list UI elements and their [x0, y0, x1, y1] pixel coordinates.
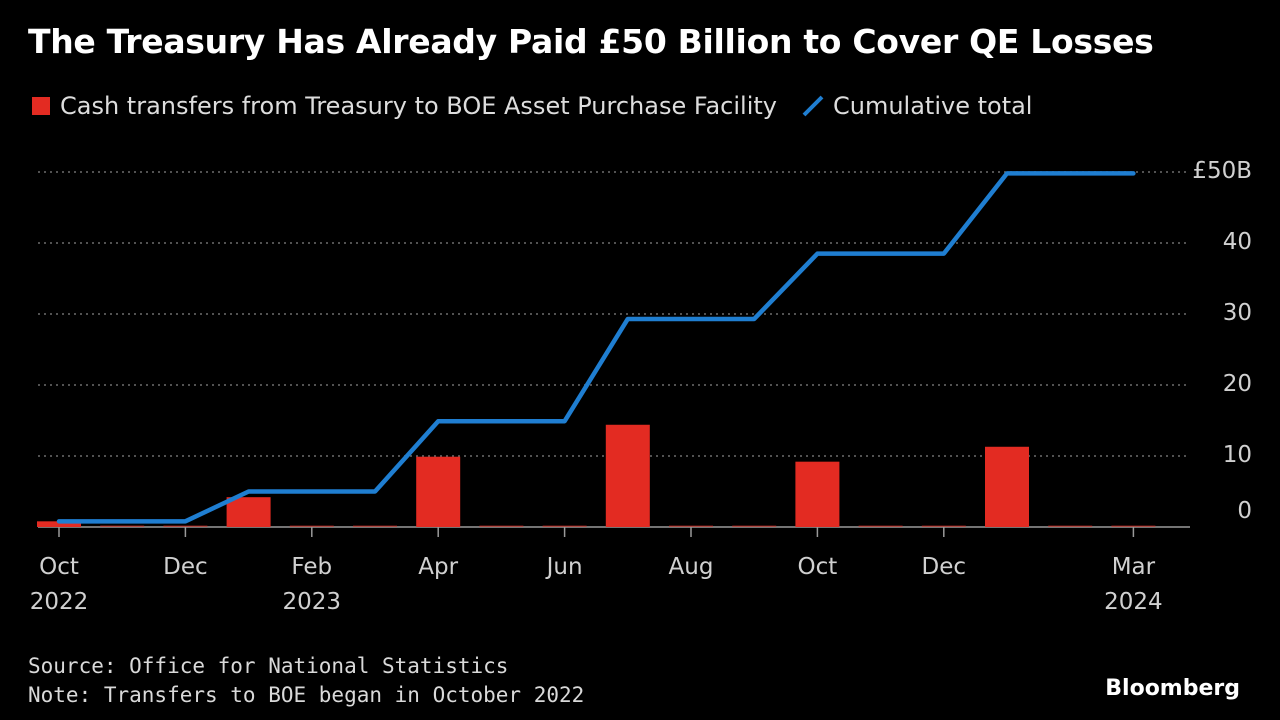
chart-title: The Treasury Has Already Paid £50 Billio…	[28, 22, 1154, 61]
bar	[669, 525, 713, 527]
x-tick-year-label: 2022	[30, 589, 89, 615]
bar	[416, 456, 461, 527]
legend-bar-swatch	[32, 97, 50, 115]
source-note: Source: Office for National Statistics	[28, 654, 509, 678]
bar	[732, 525, 777, 527]
x-tick-year-label: 2024	[1104, 589, 1163, 615]
bar	[795, 461, 840, 527]
bloomberg-logo: Bloomberg	[1105, 676, 1240, 701]
bar	[985, 446, 1029, 527]
x-tick-label: Aug	[669, 554, 714, 580]
x-tick-label: Feb	[291, 554, 332, 580]
x-tick-label: Apr	[418, 554, 458, 580]
bar	[1048, 525, 1093, 527]
footer: Source: Office for National Statistics N…	[28, 652, 584, 710]
bar	[1111, 525, 1156, 527]
cumulative-line	[56, 171, 1136, 524]
bar	[353, 525, 397, 527]
bar	[542, 525, 587, 527]
legend-item-transfers: Cash transfers from Treasury to BOE Asse…	[32, 92, 777, 120]
bar	[605, 424, 650, 527]
bar	[921, 525, 966, 527]
bar	[100, 525, 145, 527]
y-tick-label: 20	[1223, 371, 1252, 397]
bar	[37, 521, 81, 527]
legend-item-cumulative: Cumulative total	[777, 92, 1033, 120]
y-tick-label: 30	[1223, 300, 1252, 326]
legend-label-cumulative: Cumulative total	[832, 92, 1033, 120]
y-tick-label: 10	[1223, 442, 1252, 468]
legend-line-swatch	[802, 95, 824, 117]
bar	[226, 497, 271, 527]
y-tick-label: 0	[1237, 498, 1252, 524]
bar	[289, 525, 334, 527]
legend: Cash transfers from Treasury to BOE Asse…	[32, 88, 1032, 124]
bar	[858, 525, 903, 527]
y-tick-label: 40	[1223, 229, 1252, 255]
bar	[479, 525, 524, 527]
legend-label-transfers: Cash transfers from Treasury to BOE Asse…	[60, 92, 777, 120]
x-tick-label: Mar	[1112, 554, 1156, 580]
bar	[163, 525, 208, 527]
x-tick-label: Dec	[922, 554, 967, 580]
x-tick-label: Oct	[39, 554, 79, 580]
y-tick-label: £50B	[1192, 158, 1252, 184]
x-tick-year-label: 2023	[283, 589, 342, 615]
x-tick-label: Oct	[798, 554, 838, 580]
footnote: Note: Transfers to BOE began in October …	[28, 683, 585, 707]
x-tick-label: Dec	[163, 554, 208, 580]
x-tick-label: Jun	[545, 554, 583, 580]
